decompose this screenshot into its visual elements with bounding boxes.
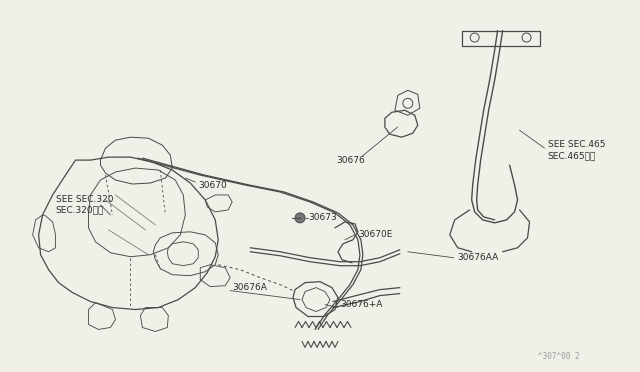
Text: 30670E: 30670E xyxy=(358,230,392,239)
Text: 30676AA: 30676AA xyxy=(458,253,499,262)
Text: 30676: 30676 xyxy=(336,155,365,164)
Text: 30670: 30670 xyxy=(198,180,227,189)
Text: 30676+A: 30676+A xyxy=(340,300,382,309)
Text: SEE SEC.465
SEC.465参照: SEE SEC.465 SEC.465参照 xyxy=(547,141,605,160)
Text: 30676A: 30676A xyxy=(232,283,267,292)
Text: SEE SEC.320
SEC.320参図: SEE SEC.320 SEC.320参図 xyxy=(56,195,113,215)
Circle shape xyxy=(295,213,305,223)
Text: 30673: 30673 xyxy=(308,214,337,222)
Text: ^307^00 2: ^307^00 2 xyxy=(538,352,579,361)
